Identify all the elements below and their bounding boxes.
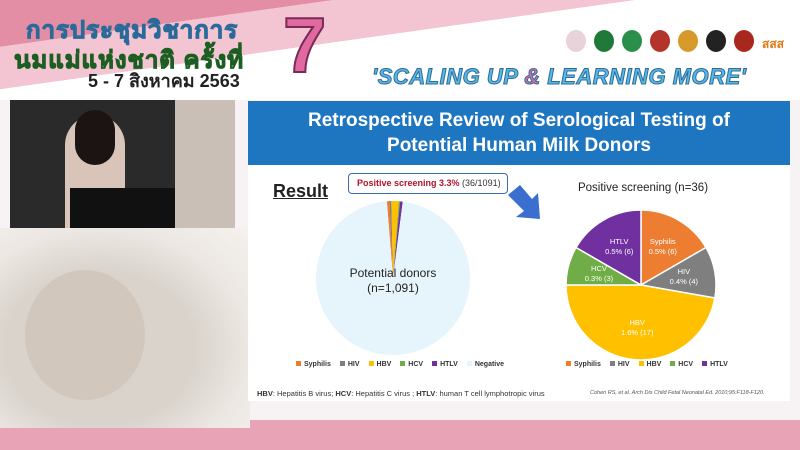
- pie-charts: [315, 201, 717, 361]
- banner-background: [0, 0, 800, 100]
- logo-icon: [706, 30, 726, 52]
- sponsor-logos: สสส: [566, 30, 784, 54]
- legend-item-syphilis: Syphilis: [566, 361, 601, 368]
- legend-swatch: [339, 361, 345, 366]
- child-photo: [25, 270, 145, 400]
- slice-label-hbv: HBV 1.6% (17): [620, 318, 654, 338]
- legend-item-syphilis: Syphilis: [296, 361, 331, 368]
- speaker-hair: [75, 110, 115, 165]
- arrow-icon: [508, 185, 540, 219]
- left-legend: Syphilis HIV HBV HCV HTLV Negative: [296, 361, 504, 368]
- presentation-slide: Retrospective Review of Serological Test…: [248, 101, 790, 401]
- slice-label-hiv: HIV 0.4% (4): [669, 267, 699, 287]
- pie-slice-negative: [315, 201, 470, 355]
- positive-screening-callout: Positive screening 3.3% (36/1091): [348, 173, 508, 194]
- slogan: 'SCALING UP & LEARNING MORE': [371, 64, 747, 90]
- right-chart-title: Positive screening (n=36): [577, 182, 709, 194]
- logo-icon: [594, 30, 614, 52]
- thai-title-line1: การประชุมวิชาการ: [25, 17, 239, 45]
- legend-swatch: [368, 361, 374, 366]
- speaker-video: [10, 100, 235, 228]
- pie-slice-hbv: [565, 284, 716, 361]
- legend-swatch: [638, 361, 644, 366]
- legend-swatch: [400, 361, 406, 366]
- donors-label: Potential donors (n=1,091): [343, 266, 443, 296]
- donors-line1: Potential donors: [349, 266, 437, 280]
- event-dates: 5 - 7 สิงหาคม 2563: [88, 71, 240, 91]
- result-heading: Result: [273, 181, 329, 201]
- fn-hbv-abbr: HBV: [257, 389, 273, 398]
- thaihealth-logo: สสส: [762, 37, 784, 51]
- podium: [70, 188, 180, 228]
- pie-slice-hiv: [389, 201, 393, 278]
- donors-line2: (n=1,091): [367, 281, 419, 295]
- legend-swatch: [670, 361, 676, 366]
- legend-item-htlv: HTLV: [432, 361, 458, 368]
- legend-swatch: [609, 361, 615, 366]
- legend-swatch: [702, 361, 708, 366]
- video-background: [175, 100, 235, 228]
- logo-icon: [622, 30, 642, 52]
- legend-item-hcv: HCV: [400, 361, 423, 368]
- right-legend: Syphilis HIV HBV HCV HTLV: [566, 361, 728, 368]
- legend-item-hbv: HBV: [638, 361, 661, 368]
- edition-number: 7: [282, 1, 327, 89]
- legend-item-hbv: HBV: [368, 361, 391, 368]
- fn-hbv: : Hepatitis B virus;: [272, 389, 336, 398]
- slide-title: Retrospective Review of Serological Test…: [248, 101, 790, 165]
- slice-label-hcv: HCV 0.3% (3): [584, 263, 614, 283]
- slide-title-line1: Retrospective Review of Serological Test…: [308, 110, 730, 131]
- fn-hcv: : Hepatitis C virus ;: [351, 389, 417, 398]
- legend-item-hiv: HIV: [609, 361, 630, 368]
- logo-icon: [734, 30, 754, 52]
- callout-rest: (36/1091): [459, 178, 501, 188]
- legend-swatch: [566, 361, 571, 366]
- legend-item-hiv: HIV: [339, 361, 360, 368]
- citation: Cohen RS, et al. Arch Dis Child Fetal Ne…: [590, 390, 765, 396]
- pie-slice-syphilis: [640, 209, 707, 287]
- legend-item-negative: Negative: [466, 361, 504, 368]
- conference-banner: การประชุมวิชาการ นมแม่แห่งชาติ ครั้งที่ …: [0, 0, 800, 100]
- callout-bold: Positive screening 3.3%: [357, 178, 460, 188]
- pie-slice-htlv: [575, 209, 642, 287]
- legend-item-htlv: HTLV: [702, 361, 728, 368]
- pie-slice-htlv: [393, 201, 403, 278]
- pie-slice-hbv: [391, 201, 399, 278]
- fn-hcv-abbr: HCV: [335, 389, 352, 398]
- footnote: HBV: Hepatitis B virus; HCV: Hepatitis C…: [257, 389, 545, 398]
- legend-swatch: [432, 361, 438, 366]
- legend-item-hcv: HCV: [670, 361, 693, 368]
- slogan-part2: LEARNING MORE': [540, 64, 747, 90]
- legend-swatch: [296, 361, 301, 366]
- pie-slice-syphilis: [386, 201, 393, 278]
- legend-swatch: [466, 361, 472, 366]
- pie-slice-hcv: [393, 201, 401, 278]
- logo-icon: [566, 30, 586, 52]
- thai-title-line2: นมแม่แห่งชาติ ครั้งที่: [13, 47, 245, 75]
- slide-title-line2: Potential Human Milk Donors: [387, 135, 651, 156]
- fn-htlv: : human T cell lymphotropic virus: [435, 389, 545, 398]
- logo-icon: [650, 30, 670, 52]
- slice-label-htlv: HTLV 0.5% (6): [605, 237, 634, 257]
- logo-icon: [678, 30, 698, 52]
- fn-htlv-abbr: HTLV: [416, 389, 436, 398]
- slogan-amp: &: [524, 64, 541, 90]
- slogan-part1: 'SCALING UP: [371, 64, 525, 90]
- slice-label-syphilis: Syphilis 0.5% (6): [648, 237, 677, 257]
